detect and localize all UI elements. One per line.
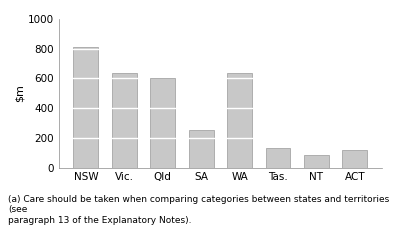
Bar	[304, 155, 329, 168]
Text: (a) Care should be taken when comparing categories between states and territorie: (a) Care should be taken when comparing …	[8, 195, 389, 225]
Bar	[73, 47, 98, 168]
Bar	[189, 130, 214, 168]
Bar	[342, 150, 367, 168]
Bar	[266, 148, 291, 168]
Y-axis label: $m: $m	[15, 84, 25, 102]
Bar	[150, 79, 175, 168]
Bar	[227, 73, 252, 168]
Bar	[112, 72, 137, 168]
